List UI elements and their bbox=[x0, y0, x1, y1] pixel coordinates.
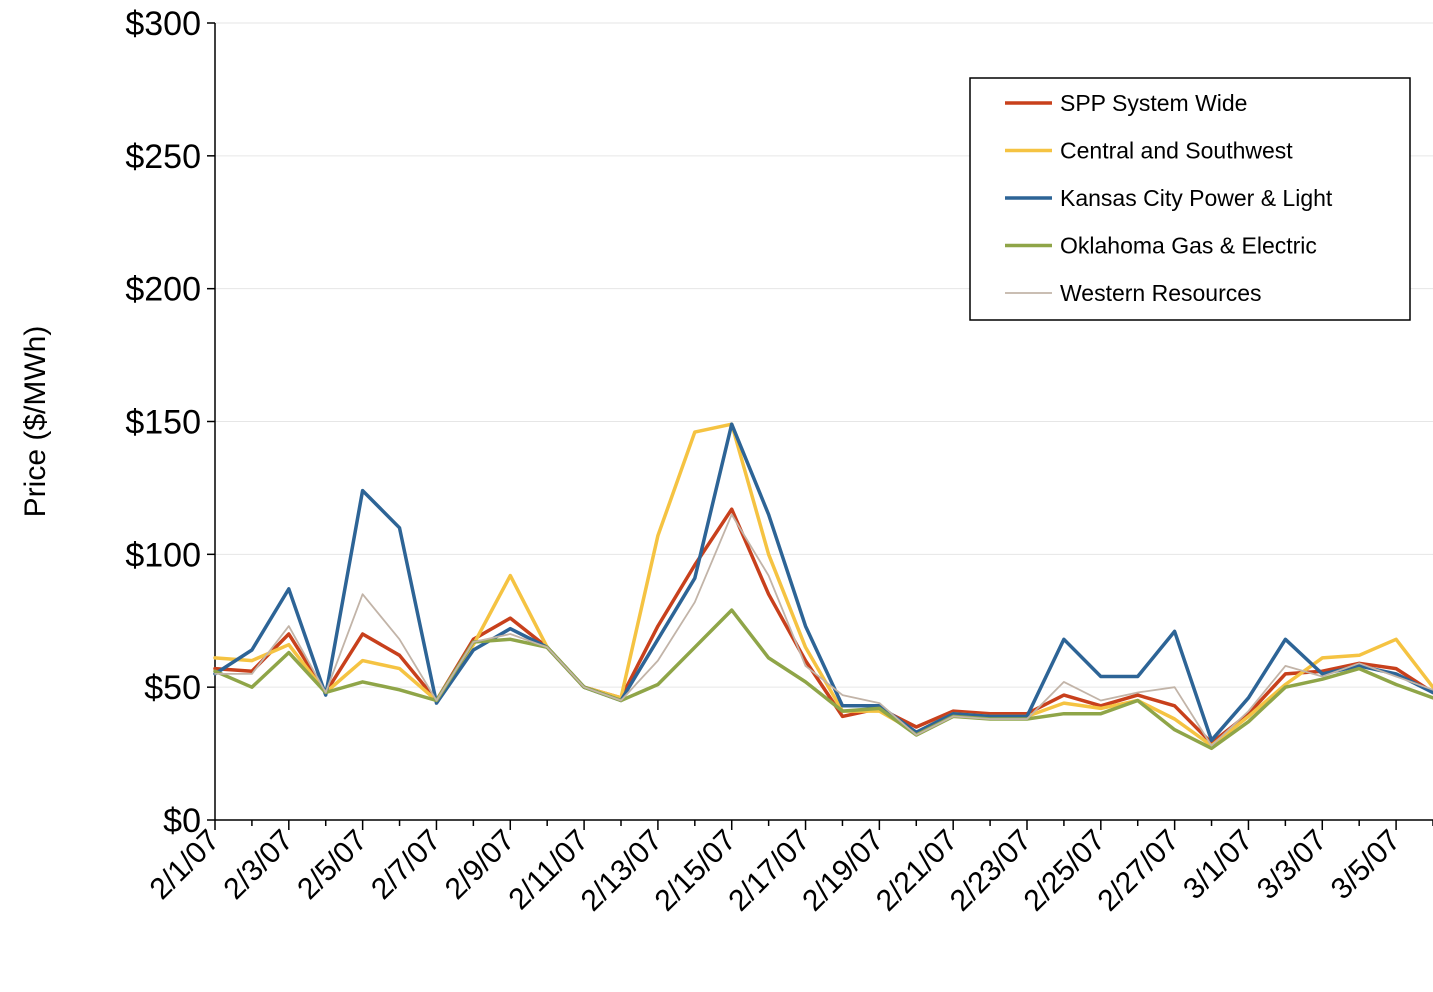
gridlines bbox=[215, 22, 1433, 688]
x-tick-label: 2/15/07 bbox=[649, 824, 743, 918]
x-tick-label: 2/7/07 bbox=[365, 824, 447, 906]
x-tick-label: 3/1/07 bbox=[1177, 824, 1259, 906]
x-tick-label: 2/21/07 bbox=[870, 824, 964, 918]
y-tick-label: $250 bbox=[125, 138, 201, 176]
x-tick-label: 2/19/07 bbox=[796, 824, 890, 918]
y-tick-label: $300 bbox=[125, 5, 201, 43]
y-tick-label: $100 bbox=[125, 536, 201, 574]
x-tick-label: 2/13/07 bbox=[575, 824, 669, 918]
x-tick-label: 2/25/07 bbox=[1018, 824, 1112, 918]
x-tick-label: 2/17/07 bbox=[722, 824, 816, 918]
x-tick-label: 2/3/07 bbox=[217, 824, 299, 906]
y-axis-label: Price ($/MWh) bbox=[19, 326, 52, 518]
x-tick-label: 3/5/07 bbox=[1325, 824, 1407, 906]
series-line bbox=[214, 513, 1433, 747]
y-tick-label: $50 bbox=[144, 669, 201, 707]
y-axis: $0 $50 $100 $150 $200 $250 $300 bbox=[125, 5, 216, 840]
y-tick-label: $200 bbox=[125, 271, 201, 309]
y-tick-label: $0 bbox=[163, 802, 201, 840]
series-lines bbox=[213, 422, 1433, 751]
legend-label: Central and Southwest bbox=[1060, 138, 1293, 164]
legend-label: Kansas City Power & Light bbox=[1060, 185, 1333, 211]
x-tick-label: 2/11/07 bbox=[502, 824, 595, 917]
series-line bbox=[213, 422, 1433, 743]
x-axis: 2/1/072/3/072/5/072/7/072/9/072/11/072/1… bbox=[144, 819, 1433, 918]
legend: SPP System Wide Central and Southwest Kans… bbox=[969, 77, 1411, 321]
x-tick-label: 2/5/07 bbox=[291, 824, 373, 906]
x-tick-label: 3/3/07 bbox=[1251, 824, 1333, 906]
series-line bbox=[213, 608, 1433, 751]
x-tick-label: 2/27/07 bbox=[1091, 824, 1185, 918]
series-line bbox=[213, 422, 1433, 748]
legend-label: SPP System Wide bbox=[1060, 90, 1247, 116]
legend-label: Western Resources bbox=[1060, 280, 1262, 306]
legend-label: Oklahoma Gas & Electric bbox=[1060, 233, 1317, 259]
y-tick-label: $150 bbox=[125, 404, 201, 442]
x-tick-label: 2/23/07 bbox=[944, 824, 1038, 918]
